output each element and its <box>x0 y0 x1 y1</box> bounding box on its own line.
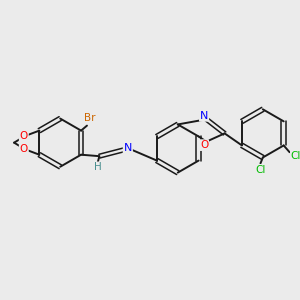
Text: Cl: Cl <box>255 165 266 175</box>
Text: Br: Br <box>84 113 95 123</box>
Text: Cl: Cl <box>291 151 300 161</box>
Text: N: N <box>200 111 208 121</box>
Text: N: N <box>124 143 132 153</box>
Text: H: H <box>94 162 102 172</box>
Text: O: O <box>200 140 208 150</box>
Text: O: O <box>20 131 28 141</box>
Text: O: O <box>20 144 28 154</box>
